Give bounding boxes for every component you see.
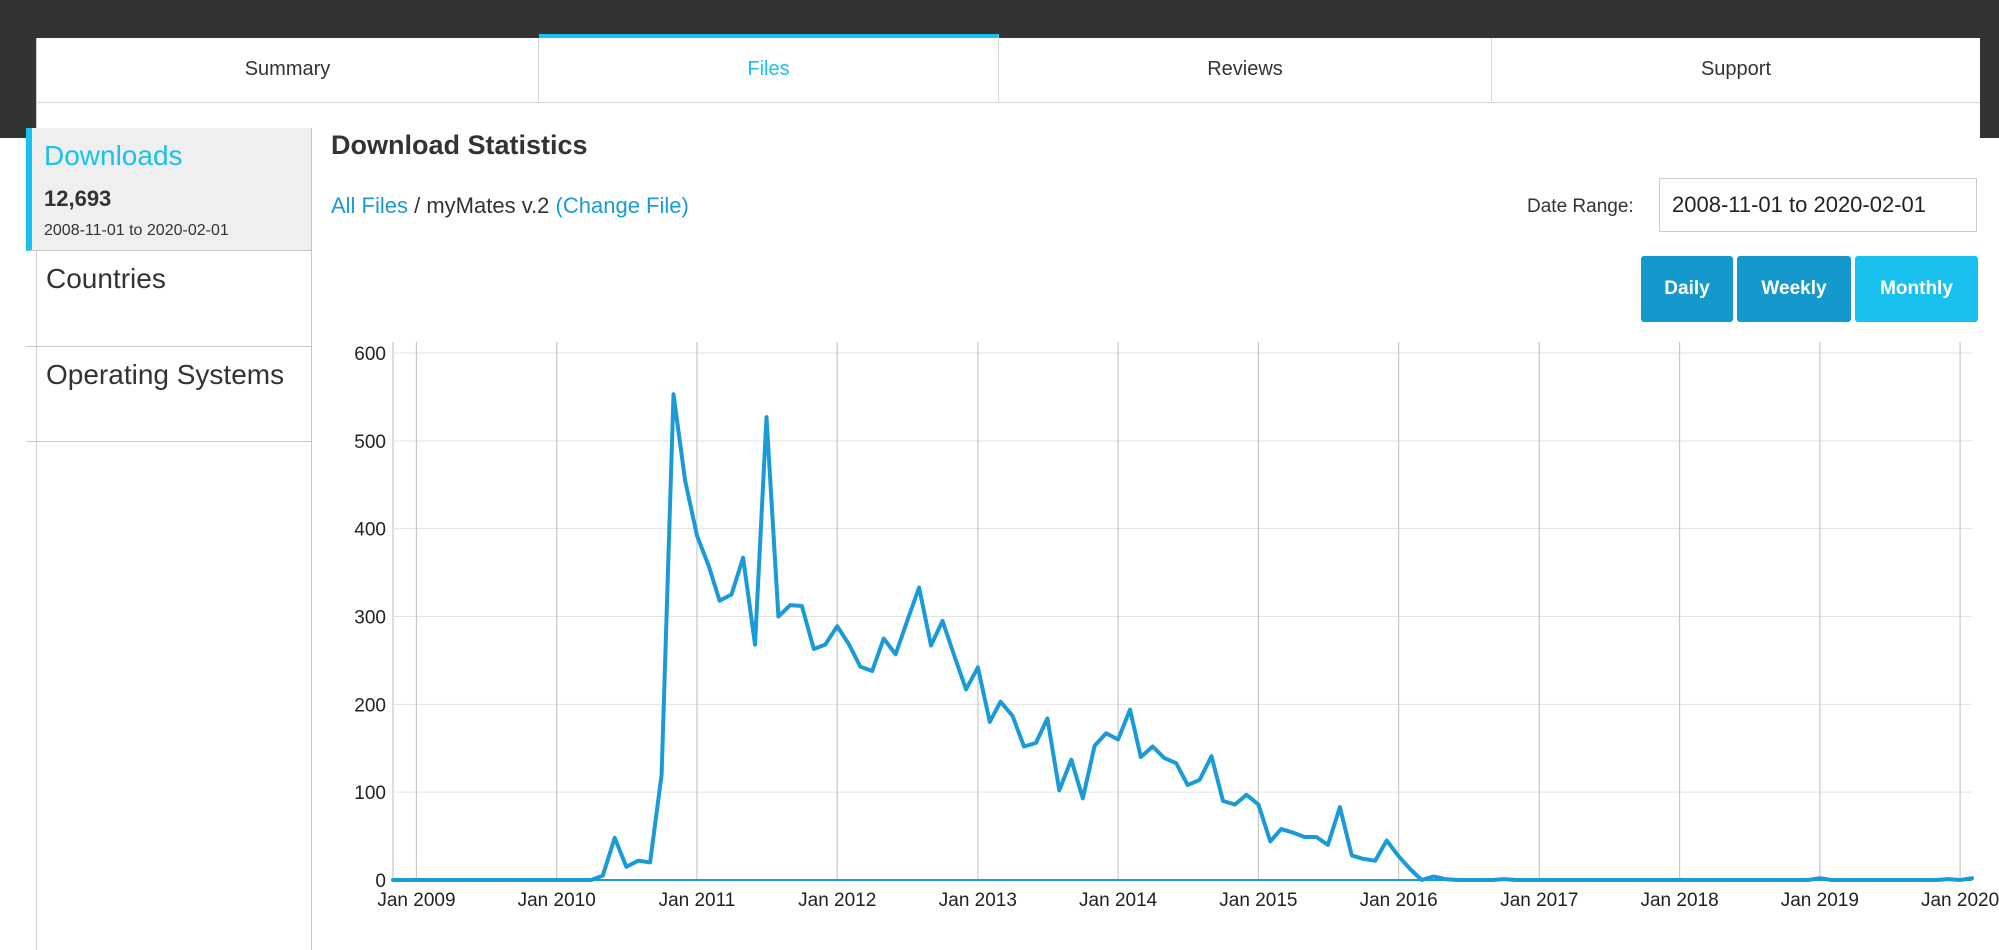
chart-x-tick-label: Jan 2017 <box>1500 890 1578 911</box>
sidebar-item-countries[interactable]: Countries <box>26 251 311 347</box>
chart-series-line <box>391 392 1974 882</box>
chart-y-tick-label: 400 <box>354 520 386 541</box>
change-file-link[interactable]: (Change File) <box>555 193 689 218</box>
sidebar-os-label: Operating Systems <box>46 359 285 390</box>
tab-files[interactable]: Files <box>539 34 999 102</box>
downloads-range: 2008-11-01 to 2020-02-01 <box>44 222 229 239</box>
chart-y-tick-label: 600 <box>354 344 386 365</box>
chart-y-tick-label: 200 <box>354 695 386 716</box>
tab-summary[interactable]: Summary <box>37 38 539 101</box>
breadcrumb-separator: / <box>408 193 427 218</box>
monthly-button[interactable]: Monthly <box>1855 256 1978 322</box>
chart-x-tick-label: Jan 2019 <box>1781 890 1859 911</box>
chart-y-tick-label: 100 <box>354 783 386 804</box>
sidebar-downloads-label: Downloads <box>44 140 183 171</box>
chart-y-tick-label: 0 <box>375 871 386 892</box>
chart-x-tick-label: Jan 2009 <box>377 890 455 911</box>
tab-reviews[interactable]: Reviews <box>999 38 1492 101</box>
sidebar-item-downloads[interactable]: Downloads 12,693 2008-11-01 to 2020-02-0… <box>26 128 311 251</box>
chart-x-tick-label: Jan 2018 <box>1640 890 1718 911</box>
chart-x-tick-label: Jan 2010 <box>518 890 596 911</box>
sidebar-countries-label: Countries <box>46 263 166 294</box>
chart-x-tick-label: Jan 2012 <box>798 890 876 911</box>
date-range-label: Date Range: <box>1527 196 1634 217</box>
stats-sidebar: Downloads 12,693 2008-11-01 to 2020-02-0… <box>26 128 312 950</box>
daily-button[interactable]: Daily <box>1641 256 1733 322</box>
date-range-input[interactable] <box>1659 178 1977 232</box>
downloads-count: 12,693 <box>44 186 112 211</box>
content-frame: Summary Files Reviews Support <box>36 34 1980 950</box>
tab-bar: Summary Files Reviews Support <box>37 34 1980 103</box>
all-files-link[interactable]: All Files <box>331 193 409 218</box>
chart-x-tick-label: Jan 2011 <box>659 890 736 911</box>
chart-x-tick-label: Jan 2013 <box>939 890 1017 911</box>
chart-x-tick-label: Jan 2014 <box>1079 890 1158 911</box>
chart-y-tick-label: 300 <box>354 608 386 629</box>
weekly-button[interactable]: Weekly <box>1737 256 1851 322</box>
sidebar-item-operating-systems[interactable]: Operating Systems <box>26 347 311 442</box>
chart-x-tick-label: Jan 2016 <box>1360 890 1438 911</box>
current-file-name: myMates v.2 <box>426 193 550 218</box>
breadcrumb: All Files / myMates v.2 (Change File) <box>331 193 689 219</box>
chart-y-tick-label: 500 <box>354 432 386 453</box>
chart-x-tick-label: Jan 2020 <box>1921 890 1999 911</box>
tab-support[interactable]: Support <box>1700 58 1772 80</box>
chart-x-tick-label: Jan 2015 <box>1219 890 1297 911</box>
page-title: Download Statistics <box>331 130 588 160</box>
